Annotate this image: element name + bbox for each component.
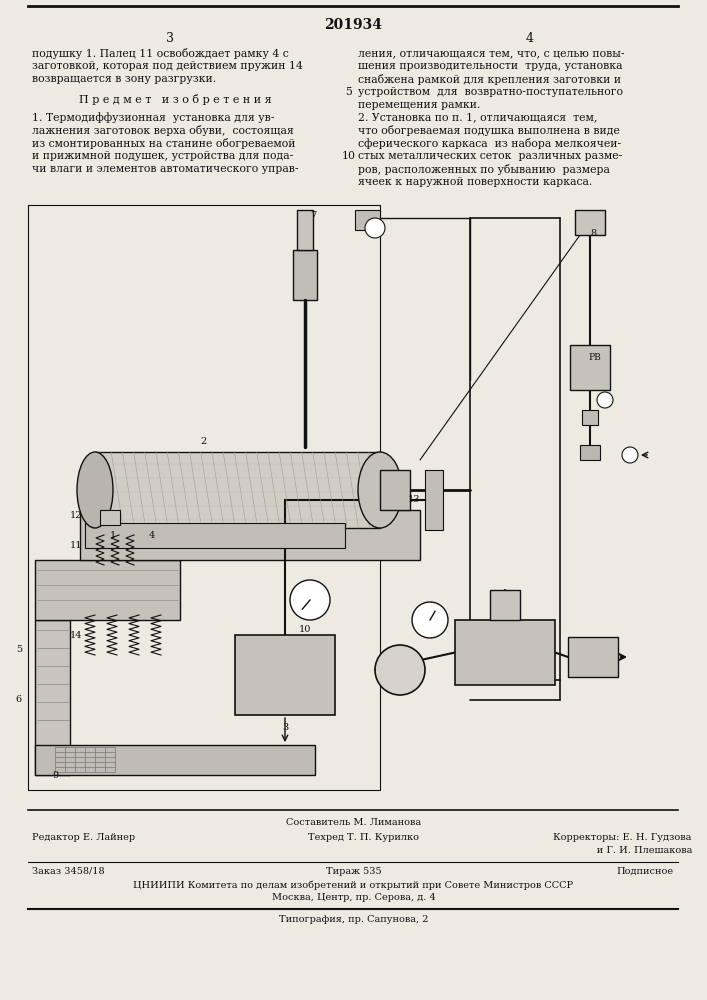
Ellipse shape [358, 452, 402, 528]
Bar [235, 635, 335, 715]
Text: 1. Термодиффузионная  установка для ув-: 1. Термодиффузионная установка для ув- [32, 112, 274, 123]
Bar [35, 560, 180, 620]
Text: ячеек к наружной поверхности каркаса.: ячеек к наружной поверхности каркаса. [358, 177, 592, 187]
Text: подушку 1. Палец 11 освобождает рамку 4 с: подушку 1. Палец 11 освобождает рамку 4 … [32, 48, 288, 59]
Text: Техред Т. П. Курилко: Техред Т. П. Курилко [308, 833, 419, 842]
Polygon shape [582, 410, 598, 425]
Text: 9: 9 [52, 771, 58, 780]
Text: что обогреваемая подушка выполнена в виде: что обогреваемая подушка выполнена в вид… [358, 125, 620, 136]
Text: из смонтированных на станине обогреваемой: из смонтированных на станине обогреваемо… [32, 138, 296, 149]
Text: Типография, пр. Сапунова, 2: Типография, пр. Сапунова, 2 [279, 915, 428, 924]
Text: 13: 13 [407, 495, 420, 504]
Text: ления, отличающаяся тем, что, с целью повы-: ления, отличающаяся тем, что, с целью по… [358, 48, 624, 58]
Ellipse shape [77, 452, 113, 528]
Text: ров, расположенных по убыванию  размера: ров, расположенных по убыванию размера [358, 164, 610, 175]
Text: и Г. И. Плешакова: и Г. И. Плешакова [553, 846, 692, 855]
Text: 3: 3 [166, 32, 174, 45]
Text: сферического каркаса  из набора мелкоячеи-: сферического каркаса из набора мелкоячеи… [358, 138, 621, 149]
Text: лажнения заготовок верха обуви,  состоящая: лажнения заготовок верха обуви, состояща… [32, 125, 293, 136]
Text: 11: 11 [69, 540, 82, 550]
Bar [355, 210, 380, 230]
Text: Москва, Центр, пр. Серова, д. 4: Москва, Центр, пр. Серова, д. 4 [271, 893, 436, 902]
Bar [293, 250, 317, 300]
Text: Редактор Е. Лайнер: Редактор Е. Лайнер [32, 833, 135, 842]
Text: 10: 10 [342, 151, 356, 161]
Text: PB: PB [589, 353, 602, 361]
Text: 7: 7 [310, 211, 316, 220]
Text: 2. Установка по п. 1, отличающаяся  тем,: 2. Установка по п. 1, отличающаяся тем, [358, 112, 597, 122]
Text: и прижимной подушек, устройства для пода-: и прижимной подушек, устройства для пода… [32, 151, 293, 161]
Text: Корректоры: Е. Н. Гудзова: Корректоры: Е. Н. Гудзова [553, 833, 691, 842]
Bar [568, 637, 618, 677]
Bar [297, 210, 313, 250]
Text: Тираж 535: Тираж 535 [326, 867, 381, 876]
Text: 4: 4 [526, 32, 534, 45]
Bar [85, 523, 345, 548]
Text: чи влаги и элементов автоматического управ-: чи влаги и элементов автоматического упр… [32, 164, 298, 174]
Bar [100, 510, 120, 525]
Circle shape [597, 392, 613, 408]
Text: устройством  для  возвратно-поступательного: устройством для возвратно-поступательног… [358, 87, 623, 97]
Text: 3: 3 [282, 722, 288, 732]
Text: 8: 8 [590, 229, 596, 237]
Text: перемещения рамки.: перемещения рамки. [358, 100, 480, 110]
Text: Заказ 3458/18: Заказ 3458/18 [32, 867, 105, 876]
Text: шения производительности  труда, установка: шения производительности труда, установк… [358, 61, 622, 71]
Text: Составитель М. Лиманова: Составитель М. Лиманова [286, 818, 421, 827]
Bar [455, 620, 555, 685]
Bar [425, 470, 443, 530]
Bar [35, 745, 315, 775]
Text: 4: 4 [148, 530, 155, 540]
Circle shape [365, 218, 385, 238]
Circle shape [375, 645, 425, 695]
Bar [490, 590, 520, 620]
Text: заготовкой, которая под действием пружин 14: заготовкой, которая под действием пружин… [32, 61, 303, 71]
Text: 5: 5 [16, 646, 22, 654]
Circle shape [622, 447, 638, 463]
Bar [580, 445, 600, 460]
Text: 2: 2 [200, 438, 206, 446]
Bar [80, 510, 420, 560]
Text: П р е д м е т   и з о б р е т е н и я: П р е д м е т и з о б р е т е н и я [78, 94, 271, 105]
Text: ЦНИИПИ Комитета по делам изобретений и открытий при Совете Министров СССР: ЦНИИПИ Комитета по делам изобретений и о… [134, 880, 573, 890]
Text: возвращается в зону разгрузки.: возвращается в зону разгрузки. [32, 74, 216, 84]
Text: 201934: 201934 [325, 18, 382, 32]
Bar [570, 345, 610, 390]
Text: 12: 12 [69, 510, 82, 520]
Text: снабжена рамкой для крепления заготовки и: снабжена рамкой для крепления заготовки … [358, 74, 621, 85]
Text: 10: 10 [299, 626, 311, 635]
Text: 14: 14 [69, 631, 82, 640]
Bar [380, 470, 410, 510]
Bar [575, 210, 605, 235]
Circle shape [412, 602, 448, 638]
Text: Подписное: Подписное [617, 867, 674, 876]
Text: 1: 1 [110, 532, 116, 540]
Circle shape [290, 580, 330, 620]
Bar [35, 620, 70, 775]
Text: 5: 5 [346, 87, 352, 97]
Text: стых металлических сеток  различных разме-: стых металлических сеток различных разме… [358, 151, 622, 161]
Bar [95, 452, 380, 528]
Text: 6: 6 [16, 696, 22, 704]
